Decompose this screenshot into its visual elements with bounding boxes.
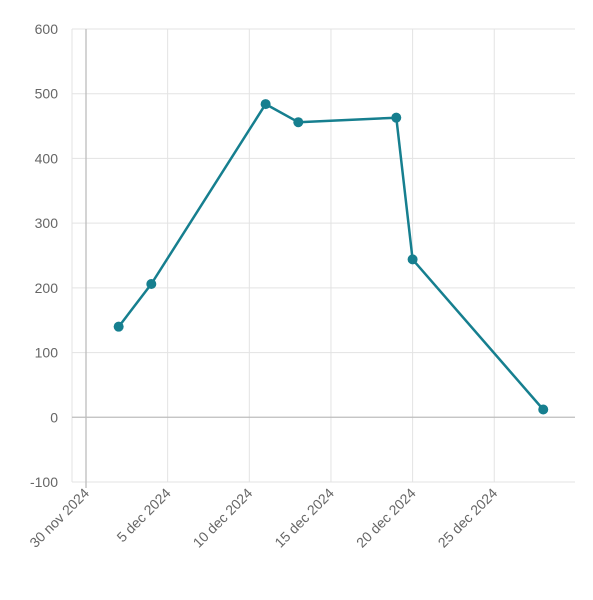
y-tick-label: 0 [50, 409, 58, 425]
x-tick-label: 30 nov 2024 [26, 485, 92, 551]
x-tick-label: 15 dec 2024 [271, 485, 337, 551]
data-point [260, 99, 271, 110]
series [113, 99, 549, 415]
x-tick-label: 5 dec 2024 [113, 485, 173, 545]
data-point [391, 112, 402, 123]
y-tick-label: 300 [35, 215, 59, 231]
y-tick-label: 600 [35, 21, 59, 37]
grid [71, 28, 575, 483]
y-tick-label: 400 [35, 150, 59, 166]
data-point [293, 117, 304, 128]
y-tick-label: 200 [35, 280, 59, 296]
axes [72, 29, 575, 488]
x-tick-label: 20 dec 2024 [353, 485, 419, 551]
data-point [146, 278, 157, 289]
data-point [407, 254, 418, 265]
y-tick-label: 500 [35, 86, 59, 102]
data-point [113, 321, 124, 332]
y-tick-label: -100 [30, 474, 58, 490]
data-point [538, 404, 549, 415]
x-tick-label: 25 dec 2024 [435, 485, 501, 551]
y-tick-label: 100 [35, 345, 59, 361]
x-tick-label: 10 dec 2024 [190, 485, 256, 551]
